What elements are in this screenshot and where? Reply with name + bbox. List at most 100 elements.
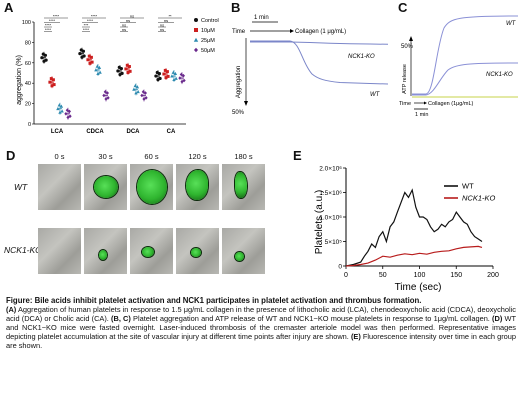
x-tick-label: 0 — [344, 272, 348, 279]
data-point — [79, 48, 83, 52]
data-point — [57, 103, 61, 107]
data-point — [82, 54, 86, 58]
panel-a-legend: Control 10μM 25μM 50μM — [193, 18, 219, 54]
trace-nck1-ko — [250, 41, 389, 45]
micrograph-ko-180s — [222, 228, 265, 274]
sig-label: **** — [83, 27, 90, 32]
legend-label: WT — [462, 182, 474, 191]
thrombus — [235, 172, 247, 198]
data-point — [60, 109, 64, 113]
trace-ko-atp — [412, 62, 519, 96]
panel-b-trace: 1 min Time Collagen (1 μg/mL) Aggregatio… — [232, 15, 389, 116]
caption-ref-d: (D) — [492, 314, 503, 324]
data-point — [96, 71, 100, 75]
sig-label: **** — [87, 18, 94, 23]
data-point — [44, 58, 48, 62]
data-point — [135, 85, 140, 89]
data-point — [106, 96, 110, 100]
legend-marker — [193, 37, 199, 42]
micrograph-wt-60s — [130, 164, 173, 210]
data-point — [132, 87, 136, 91]
x-tick-label: 150 — [450, 272, 462, 279]
panel-c-stimulus: Collagen (1μg/mL) — [428, 101, 474, 107]
data-point — [86, 58, 90, 62]
data-point — [94, 68, 98, 72]
y-tick-label: 40 — [25, 81, 31, 87]
legend-label: 25μM — [201, 38, 215, 44]
data-point — [59, 104, 64, 108]
data-point — [117, 65, 121, 69]
data-point — [88, 61, 92, 65]
thrombus — [191, 248, 201, 257]
panel-c-ylabel: ATP release — [402, 64, 408, 94]
data-point — [52, 83, 56, 87]
panel-c-trace: 50% ATP release WT NCK1-KO Time Collagen… — [399, 15, 519, 118]
y-tick-label: 0 — [28, 122, 31, 128]
data-point — [120, 71, 124, 75]
data-point — [128, 69, 132, 73]
sig-label: **** — [45, 22, 52, 27]
sig-label: ns — [130, 13, 134, 18]
legend-label: 50μM — [201, 48, 215, 54]
panel-e-xlabel: Time (sec) — [395, 282, 442, 293]
sig-label: ** — [168, 13, 172, 18]
data-point — [170, 74, 174, 78]
thrombus — [142, 247, 154, 257]
arrow-head-c — [424, 101, 427, 105]
data-point — [166, 74, 170, 78]
data-point — [124, 67, 128, 71]
data-point — [125, 63, 129, 67]
data-point — [116, 69, 120, 73]
legend-label: Control — [201, 18, 219, 24]
data-point — [98, 70, 102, 74]
data-point — [172, 77, 176, 82]
y-tick-label: 0 — [338, 264, 342, 271]
data-point — [144, 96, 148, 100]
data-point — [58, 110, 62, 114]
data-point — [179, 72, 183, 77]
panel-d-label: D — [6, 148, 16, 163]
panel-e-legend: WT NCK1-KO — [444, 182, 496, 203]
data-point — [158, 76, 162, 81]
sig-label: ns — [122, 22, 126, 27]
trace-wt-atp — [412, 15, 519, 95]
micrograph-wt-120s — [176, 164, 219, 210]
panel-b-time-label: 1 min — [254, 15, 269, 21]
data-point — [97, 65, 102, 69]
data-point — [51, 78, 55, 82]
sig-label: ns — [122, 27, 126, 32]
group-label-dca: DCA — [127, 129, 141, 135]
data-point — [68, 114, 72, 118]
sig-label: ns — [126, 18, 130, 23]
row-label-wt: WT — [14, 182, 28, 192]
data-point — [173, 71, 178, 76]
panel-b-ylabel: Aggregation — [236, 66, 242, 98]
data-point — [182, 78, 186, 83]
x-tick-label: 200 — [487, 272, 499, 279]
panel-a-label: A — [4, 0, 14, 15]
y-tick-label: 80 — [25, 40, 31, 46]
series-line-nck1-ko — [345, 245, 483, 267]
panel-a-points — [40, 47, 186, 120]
caption-text-bc: Platelet aggregation and ATP release of … — [130, 314, 493, 324]
data-point — [103, 90, 107, 94]
data-point — [178, 76, 182, 80]
panel-c-time-label: 1 min — [415, 112, 428, 118]
sig-label: ns — [160, 27, 164, 32]
sig-label: ns — [164, 18, 168, 23]
data-point — [134, 91, 138, 95]
panel-c-label-wt: WT — [506, 21, 517, 27]
data-point — [162, 72, 166, 76]
caption-ref-a: (A) — [6, 305, 17, 315]
data-point — [78, 52, 82, 56]
data-point — [126, 71, 130, 75]
data-point — [104, 97, 108, 101]
micrograph-wt-0s — [38, 164, 81, 210]
panel-a-axes: 0 20 40 60 80 100 LCA CDCA DCA CA — [22, 20, 186, 135]
sig-label: **** — [91, 13, 98, 18]
data-point — [163, 68, 167, 72]
data-point — [64, 112, 68, 116]
data-point — [89, 55, 93, 59]
caption-text-d: WT and NCK1−KO mice were fasted overnigh… — [6, 314, 516, 342]
panel-c-label: C — [398, 0, 408, 15]
